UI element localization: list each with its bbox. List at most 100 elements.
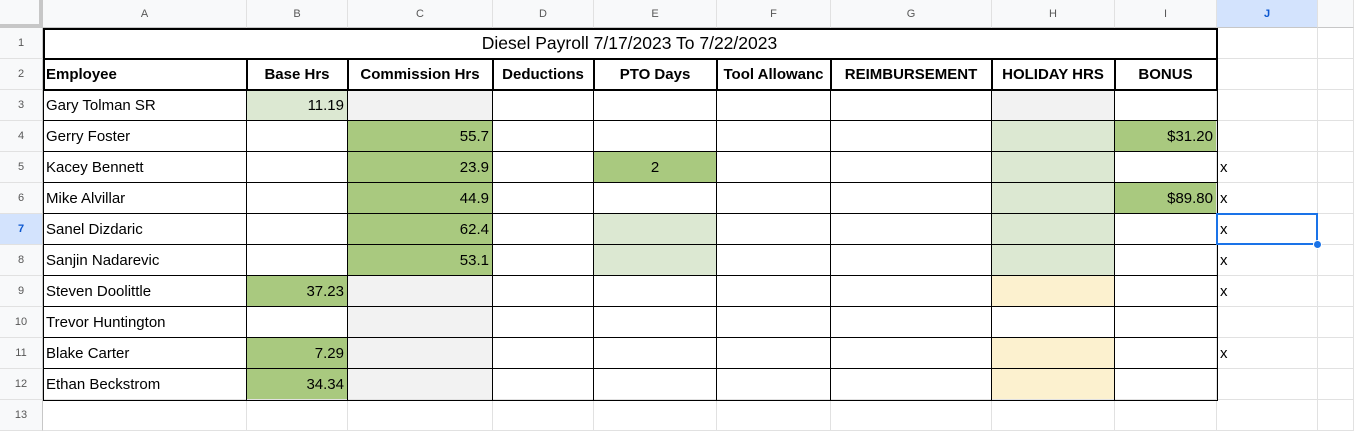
commission-hrs-cell[interactable]: 44.9 (348, 183, 493, 214)
marker-cell[interactable] (1217, 90, 1318, 121)
empty-cell[interactable] (1318, 338, 1354, 369)
row-header-9[interactable]: 9 (0, 276, 43, 307)
employee-name-cell[interactable]: Kacey Bennett (43, 152, 247, 183)
marker-cell[interactable] (1217, 369, 1318, 400)
holiday-hrs-cell[interactable] (992, 90, 1115, 121)
tool-allowance-cell[interactable] (717, 90, 831, 121)
empty-cell[interactable] (1217, 400, 1318, 431)
header-holiday-hrs[interactable]: HOLIDAY HRS (992, 59, 1115, 90)
marker-cell[interactable]: x (1217, 214, 1318, 245)
column-header-a[interactable]: A (43, 0, 247, 28)
deductions-cell[interactable] (493, 152, 594, 183)
tool-allowance-cell[interactable] (717, 214, 831, 245)
employee-name-cell[interactable]: Steven Doolittle (43, 276, 247, 307)
row-header-4[interactable]: 4 (0, 121, 43, 152)
empty-cell[interactable] (1318, 307, 1354, 338)
marker-cell[interactable] (1217, 121, 1318, 152)
column-header-f[interactable]: F (717, 0, 831, 28)
bonus-cell[interactable] (1115, 369, 1217, 400)
sheet-title[interactable]: Diesel Payroll 7/17/2023 To 7/22/2023 (43, 28, 1217, 59)
marker-cell[interactable] (1217, 307, 1318, 338)
pto-days-cell[interactable] (594, 90, 717, 121)
bonus-cell[interactable] (1115, 338, 1217, 369)
header-commission-hrs[interactable]: Commission Hrs (348, 59, 493, 90)
bonus-cell[interactable] (1115, 245, 1217, 276)
base-hrs-cell[interactable] (247, 245, 348, 276)
reimbursement-cell[interactable] (831, 183, 992, 214)
commission-hrs-cell[interactable] (348, 369, 493, 400)
empty-cell[interactable] (1318, 90, 1354, 121)
marker-cell[interactable]: x (1217, 152, 1318, 183)
empty-cell[interactable] (1318, 276, 1354, 307)
row-header-1[interactable]: 1 (0, 28, 43, 59)
tool-allowance-cell[interactable] (717, 369, 831, 400)
header-employee[interactable]: Employee (43, 59, 247, 90)
cell-k1[interactable] (1318, 28, 1354, 59)
header-tool-allowance[interactable]: Tool Allowanc (717, 59, 831, 90)
base-hrs-cell[interactable]: 11.19 (247, 90, 348, 121)
pto-days-cell[interactable] (594, 276, 717, 307)
deductions-cell[interactable] (493, 369, 594, 400)
holiday-hrs-cell[interactable] (992, 214, 1115, 245)
employee-name-cell[interactable]: Gary Tolman SR (43, 90, 247, 121)
bonus-cell[interactable]: $31.20 (1115, 121, 1217, 152)
tool-allowance-cell[interactable] (717, 276, 831, 307)
empty-cell[interactable] (831, 400, 992, 431)
empty-cell[interactable] (1318, 152, 1354, 183)
holiday-hrs-cell[interactable] (992, 307, 1115, 338)
deductions-cell[interactable] (493, 183, 594, 214)
pto-days-cell[interactable] (594, 214, 717, 245)
empty-cell[interactable] (1318, 400, 1354, 431)
base-hrs-cell[interactable] (247, 183, 348, 214)
tool-allowance-cell[interactable] (717, 183, 831, 214)
base-hrs-cell[interactable]: 7.29 (247, 338, 348, 369)
pto-days-cell[interactable] (594, 338, 717, 369)
bonus-cell[interactable] (1115, 152, 1217, 183)
pto-days-cell[interactable] (594, 369, 717, 400)
bonus-cell[interactable]: $89.80 (1115, 183, 1217, 214)
header-reimbursement[interactable]: REIMBURSEMENT (831, 59, 992, 90)
holiday-hrs-cell[interactable] (992, 152, 1115, 183)
reimbursement-cell[interactable] (831, 245, 992, 276)
cell-j2[interactable] (1217, 59, 1318, 90)
base-hrs-cell[interactable] (247, 152, 348, 183)
fill-handle[interactable] (1313, 240, 1322, 249)
row-header-3[interactable]: 3 (0, 90, 43, 121)
pto-days-cell[interactable]: 2 (594, 152, 717, 183)
commission-hrs-cell[interactable] (348, 307, 493, 338)
bonus-cell[interactable] (1115, 307, 1217, 338)
row-header-2[interactable]: 2 (0, 59, 43, 90)
commission-hrs-cell[interactable]: 53.1 (348, 245, 493, 276)
reimbursement-cell[interactable] (831, 152, 992, 183)
marker-cell[interactable]: x (1217, 183, 1318, 214)
reimbursement-cell[interactable] (831, 338, 992, 369)
bonus-cell[interactable] (1115, 90, 1217, 121)
empty-cell[interactable] (348, 400, 493, 431)
commission-hrs-cell[interactable]: 23.9 (348, 152, 493, 183)
commission-hrs-cell[interactable]: 55.7 (348, 121, 493, 152)
empty-cell[interactable] (594, 400, 717, 431)
column-header-e[interactable]: E (594, 0, 717, 28)
reimbursement-cell[interactable] (831, 276, 992, 307)
reimbursement-cell[interactable] (831, 214, 992, 245)
pto-days-cell[interactable] (594, 121, 717, 152)
employee-name-cell[interactable]: Trevor Huntington (43, 307, 247, 338)
header-bonus[interactable]: BONUS (1115, 59, 1217, 90)
holiday-hrs-cell[interactable] (992, 276, 1115, 307)
holiday-hrs-cell[interactable] (992, 369, 1115, 400)
column-header-c[interactable]: C (348, 0, 493, 28)
deductions-cell[interactable] (493, 276, 594, 307)
holiday-hrs-cell[interactable] (992, 245, 1115, 276)
base-hrs-cell[interactable]: 34.34 (247, 369, 348, 400)
deductions-cell[interactable] (493, 90, 594, 121)
commission-hrs-cell[interactable] (348, 90, 493, 121)
column-header-j[interactable]: J (1217, 0, 1318, 28)
empty-cell[interactable] (1318, 369, 1354, 400)
employee-name-cell[interactable]: Ethan Beckstrom (43, 369, 247, 400)
holiday-hrs-cell[interactable] (992, 121, 1115, 152)
select-all-corner[interactable] (0, 0, 43, 28)
commission-hrs-cell[interactable]: 62.4 (348, 214, 493, 245)
row-header-7[interactable]: 7 (0, 214, 43, 245)
base-hrs-cell[interactable]: 37.23 (247, 276, 348, 307)
row-header-5[interactable]: 5 (0, 152, 43, 183)
